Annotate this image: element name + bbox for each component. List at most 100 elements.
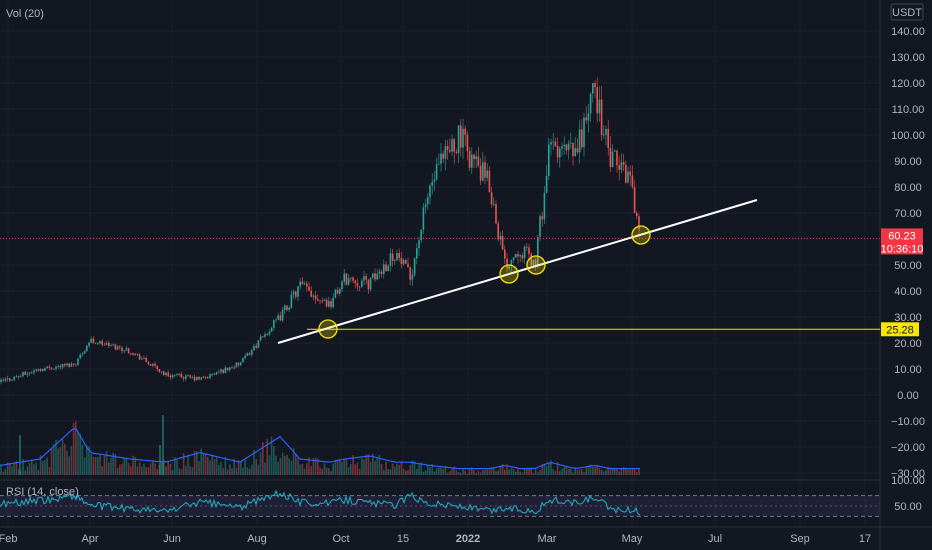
candle-body [405,260,407,264]
candle-body [46,366,48,368]
volume-bar [4,468,7,475]
volume-bar [363,459,365,475]
candle-body [2,379,4,381]
volume-bar [433,471,436,475]
candle-body [449,149,451,152]
touch-circle[interactable] [318,319,338,339]
volume-bar [352,455,354,475]
candle-body [578,129,581,153]
candle-body [185,375,187,379]
volume-bar [255,459,257,475]
candle-body [262,336,264,338]
volume-bar [343,459,345,475]
candle-body [248,353,251,355]
candle-body [275,319,277,321]
volume-bar [567,468,570,475]
time-axis[interactable]: Feb Apr Jun Aug Oct 15 2022 Mar May Jul Sep 17 [0,533,871,545]
volume-bar [275,455,277,475]
time-tick-label: Oct [332,533,349,545]
volume-bar [105,451,108,475]
touch-circle[interactable] [499,264,519,284]
candle-body [530,254,532,266]
volume-bar [121,463,123,475]
volume-bar [374,460,376,475]
volume-bar [479,472,482,475]
price-tick-label: 80.00 [894,182,922,194]
candle-body [394,260,396,261]
time-tick-label: Mar [538,533,557,545]
candle-body [358,286,361,288]
candle-body [343,273,345,282]
volume-bar [435,468,438,475]
candle-body [92,338,95,343]
candle-body [539,216,541,237]
candle-body [77,358,79,366]
currency-box[interactable] [890,3,924,21]
candle-body [207,377,209,378]
candle-body [86,345,88,351]
volume-bar [290,460,293,475]
candle-body [616,150,618,166]
candle-body [145,357,147,362]
candle-body [68,363,70,367]
candle-body [339,289,341,294]
candle-body [600,99,603,136]
volume-bar [442,468,444,475]
volume-bar [581,468,583,475]
volume-bar [75,421,77,475]
candle-body [435,164,438,180]
volume-bar [88,446,90,475]
volume-bar [431,464,433,475]
volume-bar [231,468,233,475]
candle-body [81,353,84,355]
volume-bar [422,471,425,475]
volume-bar [288,458,290,475]
volume-bar [468,469,471,475]
candle-body [176,374,178,375]
volume-bar [169,463,172,475]
volume-bar [559,471,561,475]
volume-bar [59,447,62,475]
volume-bar [145,467,147,475]
candle-body [620,162,623,170]
candle-body [424,204,427,208]
candle-body [614,150,616,152]
candle-body [259,336,262,341]
touch-circle[interactable] [631,225,651,245]
price-axis[interactable]: 140.00 130.00 120.00 110.00 100.00 90.00 80.00… [891,26,925,480]
price-tick-label: 0.00 [897,390,918,402]
volume-bar [477,470,480,475]
volume-bar [387,468,389,475]
candle-body [334,289,337,298]
rsi-axis[interactable]: 100.00 50.00 [891,475,925,513]
price-tick-label: 110.00 [892,104,925,116]
volume-bar [99,454,101,475]
volume-bar [475,473,477,475]
volume-bar [484,470,486,475]
volume-bar [411,460,414,475]
volume-bar [35,462,37,475]
candle-body [563,144,565,146]
touch-circle[interactable] [526,255,546,275]
candle-body [70,363,73,367]
candle-body [596,87,598,114]
volume-bar [226,469,229,475]
candle-body [429,185,431,198]
volume-bar [189,466,191,475]
volume-bar [565,465,568,475]
volume-bar [620,467,623,475]
volume-bar [202,453,205,475]
volume-bar [444,465,447,475]
volume-bar [268,455,271,475]
volume-bar [235,468,238,475]
volume-bar [563,466,565,475]
candle-body [545,176,548,193]
volume-bar [176,460,178,475]
candle-body [22,372,24,377]
volume-bar [264,462,266,475]
volume-bar [466,473,469,475]
candle-body [136,353,139,355]
volume-bar [372,453,374,475]
